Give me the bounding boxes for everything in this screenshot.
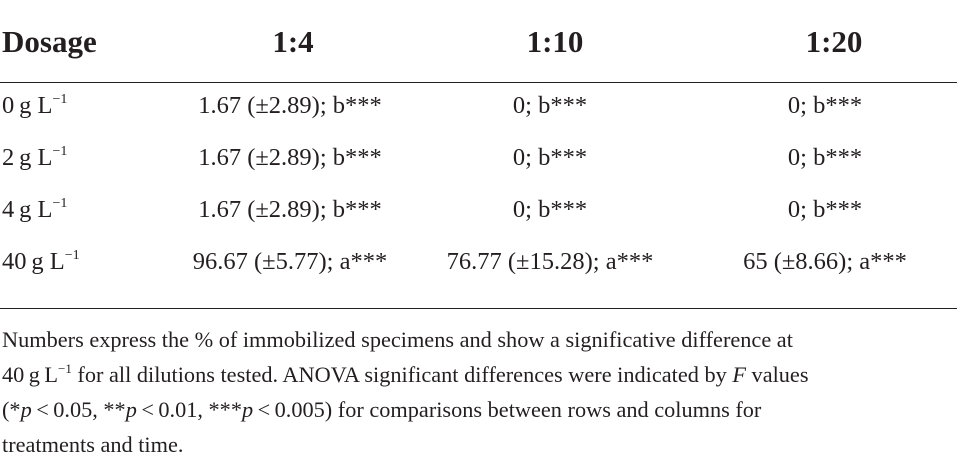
table-row: 2 g L−1 1.67 (±2.89); b*** 0; b*** 0; b*… [0, 138, 957, 190]
table-row: 4 g L−1 1.67 (±2.89); b*** 0; b*** 0; b*… [0, 190, 957, 242]
value-cell-1-20: 0; b*** [787, 196, 863, 223]
value-cell-1-4: 1.67 (±2.89); b*** [198, 196, 382, 223]
footnote-line: treatments and time. [2, 432, 184, 457]
header-dosage: Dosage [2, 24, 97, 59]
value-cell-1-20: 65 (±8.66); a*** [743, 248, 907, 275]
footnote-line: Numbers express the % of immobilized spe… [2, 327, 793, 352]
header-dilution-1-10: 1:10 [526, 24, 584, 59]
header-dilution-1-4: 1:4 [272, 24, 314, 59]
value-cell-1-20: 0; b*** [787, 144, 863, 171]
footnote-line: (*p < 0.05, **p < 0.01, ***p < 0.005) fo… [2, 397, 762, 422]
dosage-cell: 4 g L−1 [2, 196, 68, 223]
header-dilution-1-20: 1:20 [805, 24, 863, 59]
value-cell-1-20: 0; b*** [787, 92, 863, 119]
table-row: 0 g L−1 1.67 (±2.89); b*** 0; b*** 0; b*… [0, 86, 957, 138]
footnote-line: 40 g L−1 for all dilutions tested. ANOVA… [2, 361, 809, 387]
table-footnote: Numbers express the % of immobilized spe… [2, 322, 947, 462]
table-bottom-rule [0, 308, 957, 309]
value-cell-1-10: 76.77 (±15.28); a*** [446, 248, 654, 275]
value-cell-1-10: 0; b*** [512, 196, 588, 223]
value-cell-1-4: 96.67 (±5.77); a*** [192, 248, 388, 275]
table-header-row: Dosage 1:4 1:10 1:20 [0, 0, 957, 83]
dosage-cell: 2 g L−1 [2, 144, 68, 171]
table-row: 40 g L−1 96.67 (±5.77); a*** 76.77 (±15.… [0, 242, 957, 294]
value-cell-1-10: 0; b*** [512, 92, 588, 119]
value-cell-1-10: 0; b*** [512, 144, 588, 171]
dosage-cell: 0 g L−1 [2, 92, 68, 119]
value-cell-1-4: 1.67 (±2.89); b*** [198, 144, 382, 171]
value-cell-1-4: 1.67 (±2.89); b*** [198, 92, 382, 119]
dosage-cell: 40 g L−1 [2, 248, 80, 275]
